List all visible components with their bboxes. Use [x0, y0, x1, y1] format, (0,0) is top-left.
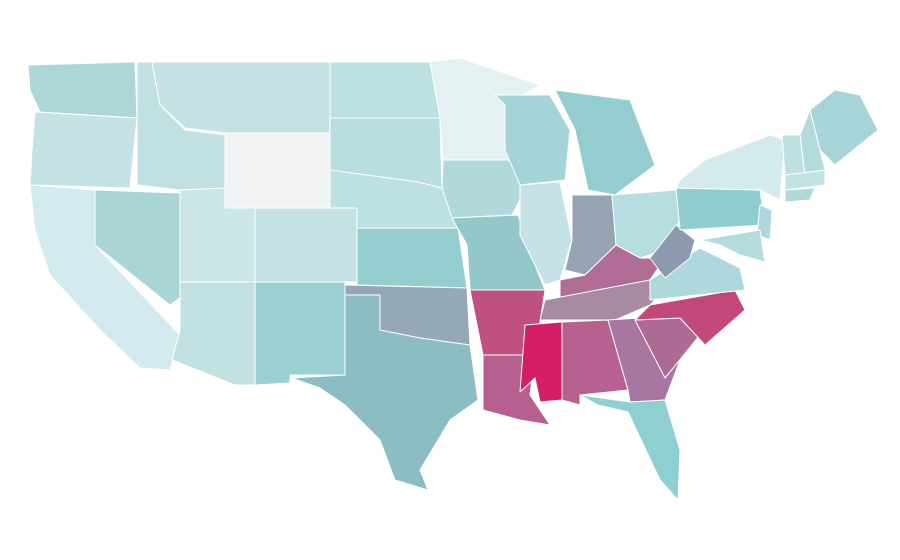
region [254, 207, 358, 283]
region [675, 187, 766, 231]
region [356, 227, 468, 289]
region [784, 169, 826, 191]
region [27, 61, 138, 119]
region [151, 61, 331, 134]
region [291, 294, 479, 491]
region [29, 111, 138, 189]
region [224, 132, 331, 209]
region [699, 229, 766, 263]
region [494, 94, 571, 186]
region [784, 187, 816, 203]
region [554, 89, 656, 196]
region [94, 189, 181, 306]
region [649, 224, 696, 279]
region [756, 204, 773, 241]
region [171, 281, 256, 386]
region [675, 134, 786, 201]
region [329, 61, 441, 119]
region [254, 281, 346, 386]
region [579, 394, 681, 501]
